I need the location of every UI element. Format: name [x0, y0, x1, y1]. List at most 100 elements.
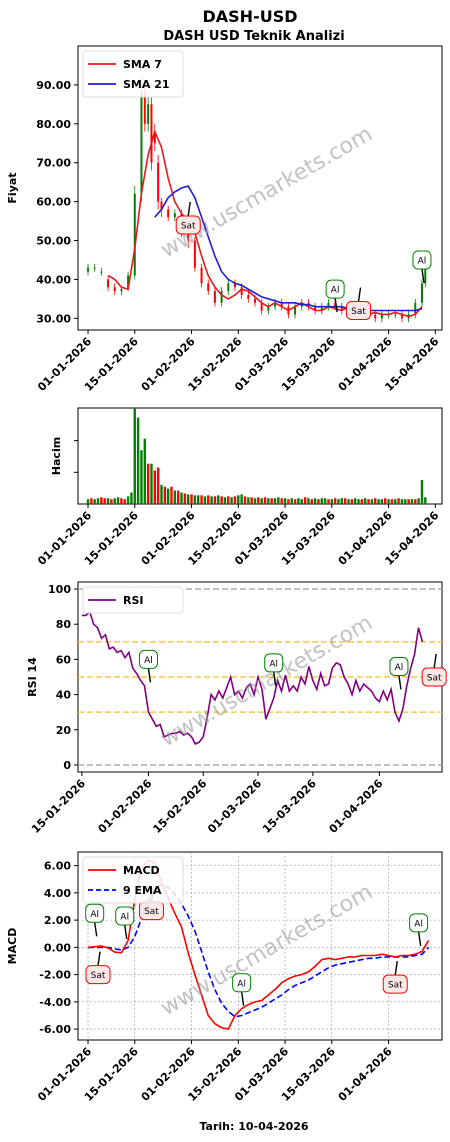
volume-bar	[150, 463, 153, 504]
volume-bar	[120, 498, 123, 504]
macd-panel: -6.00 -4.00 -2.00 0.00 2.00 4.00 6.00 www.uscma…	[6, 851, 443, 1104]
volume-bar	[143, 438, 146, 504]
rsi-line	[81, 610, 424, 745]
volume-bar	[397, 498, 400, 504]
candle-body	[113, 287, 116, 292]
y-axis-label: Hacim	[50, 437, 63, 475]
y-tick-label: 50.00	[36, 235, 71, 248]
y-tick-label: 2.00	[44, 914, 71, 927]
volume-bar	[240, 494, 243, 504]
annotation-label: Al	[418, 256, 427, 266]
candle-body	[380, 314, 383, 319]
y-tick-label: -4.00	[39, 996, 71, 1009]
candle-body	[127, 275, 130, 290]
volume-bar	[377, 499, 380, 504]
volume-bar	[374, 498, 377, 504]
x-tick-label: 01-04-2026	[327, 777, 386, 836]
volume-bar	[183, 493, 187, 504]
candle-body	[424, 267, 427, 284]
annotation-arrow	[94, 922, 98, 937]
y-tick-label: 30.00	[36, 312, 71, 325]
annotation-arrow	[334, 298, 338, 313]
volume-bar	[220, 496, 223, 504]
y-tick-label: 4.00	[44, 887, 71, 900]
volume-bar	[113, 498, 116, 504]
y-tick-label: 100	[48, 583, 71, 596]
annotation-arrow	[394, 961, 398, 976]
y-tick-label: 0.00	[44, 941, 71, 954]
annotation-label: Sat	[388, 981, 403, 991]
volume-bar	[253, 498, 257, 504]
candle-body	[420, 283, 423, 303]
annotation-arrow	[273, 671, 277, 687]
annotation-box	[85, 903, 105, 923]
volume-bar	[340, 498, 344, 504]
x-tick-label: 01-03-2026	[205, 777, 264, 836]
annotation-box	[346, 301, 372, 321]
y-tick-label: 6.00	[44, 860, 71, 873]
annotation-arrow	[357, 287, 362, 302]
annotation-label: Sat	[144, 907, 159, 917]
candle-body	[120, 289, 123, 292]
volume-bar	[243, 496, 247, 504]
candle-body	[374, 314, 377, 319]
candle-body	[100, 271, 103, 273]
volume-bar	[323, 498, 327, 504]
volume-bar	[227, 496, 230, 504]
annotation-label: Al	[414, 919, 423, 929]
volume-bar	[277, 497, 280, 504]
candle-body	[327, 302, 330, 307]
watermark: www.uscmarkets.com	[157, 122, 377, 264]
candle-body	[167, 209, 170, 218]
y-tick-label: 80.00	[36, 118, 71, 131]
volume-bar	[100, 497, 103, 504]
volume-bar	[86, 499, 90, 504]
volume-bar	[200, 495, 203, 504]
volume-bar	[310, 499, 313, 504]
volume-bar	[280, 498, 283, 504]
volume-bar	[300, 499, 303, 504]
candle-body	[400, 314, 403, 319]
y-tick-label: -2.00	[39, 969, 71, 982]
annotation-label: Sat	[351, 307, 366, 317]
volume-bar	[223, 497, 227, 504]
volume-bar	[267, 498, 270, 504]
annotation-box	[175, 215, 201, 235]
y-axis-label: RSI 14	[26, 657, 39, 697]
y-tick-label: 20	[56, 724, 72, 737]
annotation-arrow	[421, 268, 425, 284]
volume-bar	[357, 499, 360, 504]
volume-bar	[170, 486, 173, 504]
volume-bar	[156, 467, 160, 504]
candle-body	[107, 279, 110, 288]
volume-bar	[103, 498, 106, 504]
plot-frame	[77, 45, 443, 331]
y-tick-label: 60.00	[36, 196, 71, 209]
candle-body	[394, 314, 397, 316]
candle-body	[314, 306, 317, 311]
volume-bar	[217, 495, 220, 504]
volume-panel: 01-01-202615-01-202601-02-202615-02-2026…	[35, 407, 443, 568]
annotation-label: Sat	[427, 674, 442, 684]
candle-body	[147, 104, 150, 124]
x-tick-label: 01-04-2026	[336, 1045, 395, 1104]
candle-body	[133, 193, 136, 276]
annotation-label: Al	[144, 656, 153, 666]
annotation-box	[115, 906, 135, 926]
volume-bar	[110, 499, 113, 504]
candle-body	[160, 201, 163, 210]
annotation-label: Al	[90, 910, 99, 920]
watermark: www.uscmarkets.com	[157, 611, 377, 753]
y-tick-label: 40	[56, 689, 72, 702]
volume-bar	[187, 494, 190, 504]
y-tick-label: 40.00	[36, 273, 71, 286]
volume-bar	[290, 498, 293, 504]
figure-footer: Tarih: 10-04-2026	[199, 1120, 308, 1133]
volume-bar	[96, 498, 100, 504]
candle-body	[93, 267, 96, 269]
volume-bar	[330, 499, 333, 504]
volume-bar	[140, 450, 143, 504]
x-tick-label: 15-03-2026	[260, 777, 319, 836]
